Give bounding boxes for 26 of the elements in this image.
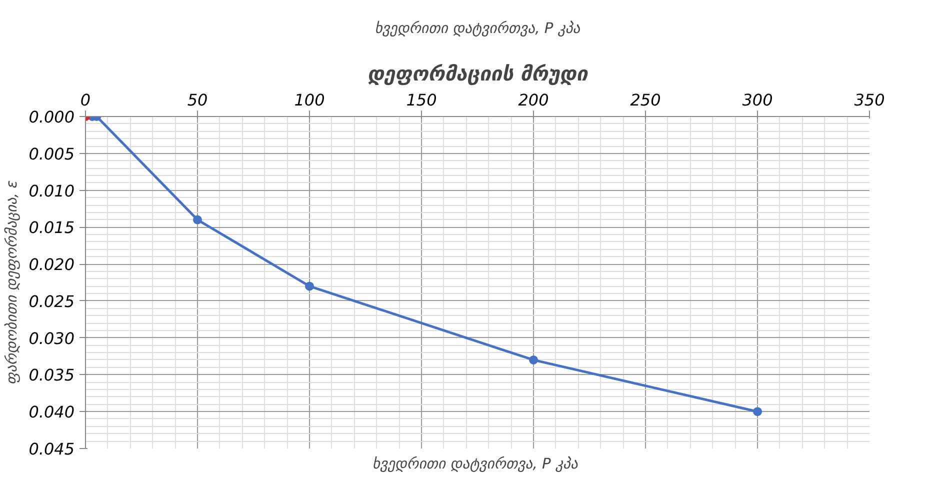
x-tick-label: 200 <box>518 90 549 110</box>
y-tick-label: 0.030 <box>28 328 75 348</box>
x-tick-label: 250 <box>630 90 661 110</box>
y-tick-label: 0.020 <box>28 255 75 274</box>
x-tick-label: 150 <box>406 90 437 110</box>
y-tick-label: 0.005 <box>28 144 75 164</box>
x-tick-label: 50 <box>187 90 208 110</box>
x-tick-label: 100 <box>294 90 325 110</box>
point <box>305 282 314 291</box>
y-tick-label: 0.045 <box>28 440 75 458</box>
y-tick-label: 0.015 <box>28 218 75 238</box>
y-tick-label: 0.025 <box>28 292 75 311</box>
chart-title: დეფორმაციის მრუდი <box>367 62 590 86</box>
x-tick-label: 0 <box>80 90 91 110</box>
y-tick-label: 0.035 <box>28 366 75 385</box>
point <box>529 355 538 364</box>
text: ხვედრითი დატვირთვა, P კპა <box>374 20 581 37</box>
point <box>193 215 202 224</box>
x-tick-label: 350 <box>854 90 885 110</box>
x-tick-label: 300 <box>742 90 773 110</box>
y-axis-title: ფარდობითი დეფორმაცია, ε <box>4 180 21 385</box>
x-axis-title: ხვედრითი დატვირთვა, P კპა <box>372 456 578 472</box>
y-tick-label: 0.040 <box>28 402 75 422</box>
y-tick-label: 0.010 <box>28 181 75 200</box>
y-tick-label: 0.000 <box>28 108 75 126</box>
point <box>753 407 762 416</box>
